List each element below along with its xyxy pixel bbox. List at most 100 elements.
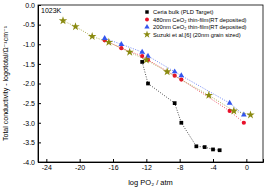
y-tick: -2.5 bbox=[23, 100, 41, 107]
y-tick-mark bbox=[38, 84, 41, 85]
data-point bbox=[105, 38, 113, 46]
data-point bbox=[179, 77, 183, 81]
y-tick-label: -3.5 bbox=[23, 139, 35, 146]
data-point bbox=[119, 46, 123, 50]
data-point bbox=[230, 107, 238, 115]
data-point bbox=[140, 60, 144, 64]
data-point bbox=[125, 48, 133, 56]
y-tick: -1.5 bbox=[23, 61, 41, 68]
legend-symbol bbox=[145, 10, 148, 13]
y-tick: -4.0 bbox=[23, 159, 41, 166]
data-point bbox=[146, 82, 150, 86]
x-tick-mark bbox=[246, 159, 247, 162]
y-tick-mark bbox=[38, 123, 41, 124]
x-tick: -20 bbox=[75, 159, 85, 171]
y-tick-label: -3.0 bbox=[23, 119, 35, 126]
data-point bbox=[173, 74, 177, 78]
y-tick-mark bbox=[38, 5, 41, 6]
y-tick-mark bbox=[38, 64, 41, 65]
y-tick-label: -1.0 bbox=[23, 41, 35, 48]
data-point bbox=[140, 54, 144, 58]
y-tick: -2.0 bbox=[23, 80, 41, 87]
y-tick-label: -1.5 bbox=[23, 61, 35, 68]
y-tick-mark bbox=[38, 142, 41, 143]
chart: -24 -20 -16 -12 -8 -4 0 -4.0 -3.5 -3.0 -2.5 -2.0 -1.… bbox=[0, 0, 268, 189]
x-tick: -4 bbox=[210, 159, 216, 171]
data-point bbox=[172, 68, 178, 73]
data-point bbox=[242, 121, 246, 125]
data-point bbox=[179, 121, 183, 125]
y-axis-line bbox=[39, 6, 42, 163]
x-tick-label: -24 bbox=[42, 164, 52, 171]
data-point bbox=[205, 91, 213, 99]
x-tick: -8 bbox=[177, 159, 183, 171]
data-point bbox=[59, 16, 67, 24]
legend-label: 200nm CeO₂ thin-film(RT deposited) bbox=[153, 24, 247, 30]
x-tick-label: -16 bbox=[108, 164, 118, 171]
x-tick-label: -20 bbox=[75, 164, 85, 171]
x-tick-label: -8 bbox=[177, 164, 183, 171]
data-point bbox=[203, 145, 207, 149]
x-tick: -16 bbox=[108, 159, 118, 171]
series-line bbox=[142, 62, 220, 150]
data-point bbox=[71, 22, 79, 30]
y-axis-title: Total conductivity - logσtotal/Ω⁻¹cm⁻¹ bbox=[2, 25, 10, 141]
x-tick-mark bbox=[146, 159, 147, 162]
y-tick-label: -4.0 bbox=[23, 159, 35, 166]
y-tick: -3.5 bbox=[23, 139, 41, 146]
y-tick-label: -0.5 bbox=[23, 21, 35, 28]
y-axis: -4.0 -3.5 -3.0 -2.5 -2.0 -1.5 -1.0 -0.5 0.0 bbox=[23, 2, 41, 166]
plot-frame bbox=[38, 5, 263, 162]
legend: Ceria bulk (PLD Target) 480nm CeO₂ thin-f… bbox=[143, 9, 246, 38]
data-point bbox=[178, 72, 184, 77]
y-tick-label: -2.5 bbox=[23, 100, 35, 107]
legend-symbol bbox=[145, 18, 149, 22]
data-point bbox=[163, 67, 171, 75]
data-point bbox=[139, 49, 145, 54]
y-tick-mark bbox=[38, 162, 41, 163]
y-tick: 0.0 bbox=[25, 2, 41, 9]
x-tick: -12 bbox=[142, 159, 152, 171]
series-line bbox=[105, 40, 244, 122]
y-tick-label: 0.0 bbox=[25, 2, 35, 9]
legend-label: Suzuki et al.[6] (20nm grain sized) bbox=[153, 32, 241, 38]
y-tick: -0.5 bbox=[23, 21, 41, 28]
data-point bbox=[118, 41, 124, 46]
x-tick-label: -12 bbox=[142, 164, 152, 171]
x-tick-label: 0 bbox=[245, 164, 249, 171]
x-axis: -24 -20 -16 -12 -8 -4 0 bbox=[39, 159, 264, 171]
x-axis-title: log PO₂ / atm bbox=[128, 178, 173, 187]
legend-label: Ceria bulk (PLD Target) bbox=[153, 9, 214, 15]
data-point bbox=[211, 148, 215, 152]
data-point bbox=[246, 110, 254, 118]
data-point bbox=[218, 148, 222, 152]
data-point bbox=[227, 100, 233, 105]
x-tick-mark bbox=[113, 159, 114, 162]
x-tick-mark bbox=[80, 159, 81, 162]
data-point bbox=[142, 56, 150, 64]
x-tick: 0 bbox=[245, 159, 249, 171]
y-tick-mark bbox=[38, 25, 41, 26]
x-tick-mark bbox=[213, 159, 214, 162]
y-tick-mark bbox=[38, 103, 41, 104]
x-tick-mark bbox=[46, 159, 47, 162]
data-point bbox=[194, 144, 198, 148]
x-tick-label: -4 bbox=[210, 164, 216, 171]
y-tick: -3.0 bbox=[23, 119, 41, 126]
x-tick-mark bbox=[180, 159, 181, 162]
data-point bbox=[102, 35, 108, 40]
legend-label: 480nm CeO₂ thin-film(RT deposited) bbox=[153, 17, 247, 23]
legend-symbol bbox=[143, 30, 151, 37]
data-point bbox=[173, 101, 177, 105]
chart-title: 1023K bbox=[41, 7, 62, 14]
y-tick-mark bbox=[38, 44, 41, 45]
plot-area bbox=[59, 16, 255, 152]
x-tick: -24 bbox=[42, 159, 52, 171]
y-tick: -1.0 bbox=[23, 41, 41, 48]
y-tick-label: -2.0 bbox=[23, 80, 35, 87]
legend-symbol bbox=[144, 24, 149, 29]
data-point bbox=[88, 32, 96, 40]
series-line bbox=[63, 21, 251, 115]
x-axis-line bbox=[39, 159, 264, 163]
series-line bbox=[105, 38, 244, 115]
